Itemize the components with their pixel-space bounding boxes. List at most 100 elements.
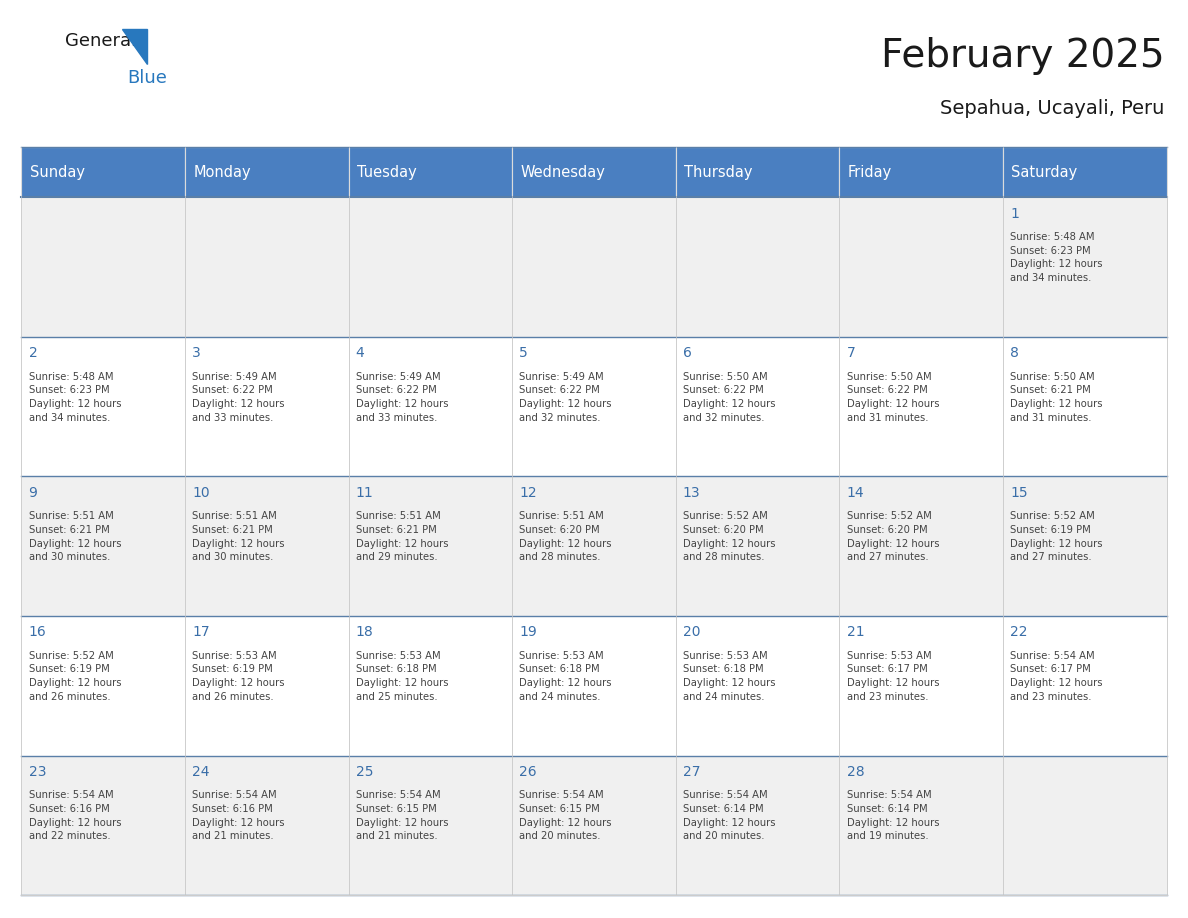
- Text: 13: 13: [683, 486, 701, 499]
- Bar: [1003, 756, 1167, 895]
- Bar: [1003, 337, 1167, 476]
- Text: Sunrise: 5:50 AM
Sunset: 6:21 PM
Daylight: 12 hours
and 31 minutes.: Sunrise: 5:50 AM Sunset: 6:21 PM Dayligh…: [1010, 372, 1102, 422]
- Text: 20: 20: [683, 625, 701, 639]
- Text: Sunrise: 5:54 AM
Sunset: 6:15 PM
Daylight: 12 hours
and 21 minutes.: Sunrise: 5:54 AM Sunset: 6:15 PM Dayligh…: [355, 790, 448, 841]
- Bar: [1003, 616, 1167, 756]
- Text: Monday: Monday: [194, 164, 251, 180]
- Bar: [348, 756, 512, 895]
- Bar: [1003, 197, 1167, 337]
- Bar: [512, 337, 676, 476]
- Bar: [1003, 147, 1167, 197]
- Text: Sunrise: 5:54 AM
Sunset: 6:17 PM
Daylight: 12 hours
and 23 minutes.: Sunrise: 5:54 AM Sunset: 6:17 PM Dayligh…: [1010, 651, 1102, 701]
- Text: 10: 10: [192, 486, 210, 499]
- Bar: [1003, 476, 1167, 616]
- Bar: [676, 197, 840, 337]
- Bar: [185, 197, 348, 337]
- Bar: [512, 147, 676, 197]
- Text: 19: 19: [519, 625, 537, 639]
- Text: 18: 18: [355, 625, 373, 639]
- Text: Blue: Blue: [127, 69, 168, 87]
- Bar: [512, 476, 676, 616]
- Text: Sunrise: 5:54 AM
Sunset: 6:14 PM
Daylight: 12 hours
and 20 minutes.: Sunrise: 5:54 AM Sunset: 6:14 PM Dayligh…: [683, 790, 776, 841]
- Bar: [840, 337, 1003, 476]
- Text: Sunrise: 5:54 AM
Sunset: 6:15 PM
Daylight: 12 hours
and 20 minutes.: Sunrise: 5:54 AM Sunset: 6:15 PM Dayligh…: [519, 790, 612, 841]
- Text: Sepahua, Ucayali, Peru: Sepahua, Ucayali, Peru: [940, 99, 1164, 118]
- Text: 17: 17: [192, 625, 210, 639]
- Text: 26: 26: [519, 765, 537, 778]
- Text: Tuesday: Tuesday: [356, 164, 417, 180]
- Text: 27: 27: [683, 765, 701, 778]
- Text: Sunrise: 5:48 AM
Sunset: 6:23 PM
Daylight: 12 hours
and 34 minutes.: Sunrise: 5:48 AM Sunset: 6:23 PM Dayligh…: [29, 372, 121, 422]
- Text: 24: 24: [192, 765, 209, 778]
- Text: Sunday: Sunday: [30, 164, 84, 180]
- Text: 15: 15: [1010, 486, 1028, 499]
- Text: 25: 25: [355, 765, 373, 778]
- Text: Sunrise: 5:54 AM
Sunset: 6:16 PM
Daylight: 12 hours
and 22 minutes.: Sunrise: 5:54 AM Sunset: 6:16 PM Dayligh…: [29, 790, 121, 841]
- Text: Sunrise: 5:53 AM
Sunset: 6:18 PM
Daylight: 12 hours
and 24 minutes.: Sunrise: 5:53 AM Sunset: 6:18 PM Dayligh…: [519, 651, 612, 701]
- Bar: [21, 337, 185, 476]
- Text: Sunrise: 5:53 AM
Sunset: 6:18 PM
Daylight: 12 hours
and 24 minutes.: Sunrise: 5:53 AM Sunset: 6:18 PM Dayligh…: [683, 651, 776, 701]
- Bar: [840, 197, 1003, 337]
- Bar: [21, 756, 185, 895]
- Bar: [21, 147, 185, 197]
- Text: Friday: Friday: [848, 164, 892, 180]
- Text: 4: 4: [355, 346, 365, 360]
- Bar: [185, 337, 348, 476]
- Bar: [840, 476, 1003, 616]
- Bar: [21, 197, 185, 337]
- Bar: [21, 616, 185, 756]
- Text: 7: 7: [847, 346, 855, 360]
- Bar: [185, 147, 348, 197]
- Bar: [676, 147, 840, 197]
- Bar: [348, 147, 512, 197]
- Text: 23: 23: [29, 765, 46, 778]
- Text: Sunrise: 5:52 AM
Sunset: 6:19 PM
Daylight: 12 hours
and 26 minutes.: Sunrise: 5:52 AM Sunset: 6:19 PM Dayligh…: [29, 651, 121, 701]
- Bar: [185, 756, 348, 895]
- Text: 16: 16: [29, 625, 46, 639]
- Text: Sunrise: 5:48 AM
Sunset: 6:23 PM
Daylight: 12 hours
and 34 minutes.: Sunrise: 5:48 AM Sunset: 6:23 PM Dayligh…: [1010, 232, 1102, 283]
- Text: 21: 21: [847, 625, 864, 639]
- Text: Sunrise: 5:52 AM
Sunset: 6:20 PM
Daylight: 12 hours
and 28 minutes.: Sunrise: 5:52 AM Sunset: 6:20 PM Dayligh…: [683, 511, 776, 562]
- Text: Sunrise: 5:50 AM
Sunset: 6:22 PM
Daylight: 12 hours
and 31 minutes.: Sunrise: 5:50 AM Sunset: 6:22 PM Dayligh…: [847, 372, 939, 422]
- Bar: [840, 147, 1003, 197]
- Bar: [512, 756, 676, 895]
- Bar: [21, 476, 185, 616]
- Text: 9: 9: [29, 486, 37, 499]
- Text: 5: 5: [519, 346, 529, 360]
- Text: Sunrise: 5:49 AM
Sunset: 6:22 PM
Daylight: 12 hours
and 33 minutes.: Sunrise: 5:49 AM Sunset: 6:22 PM Dayligh…: [192, 372, 285, 422]
- Text: Wednesday: Wednesday: [520, 164, 606, 180]
- Text: Sunrise: 5:49 AM
Sunset: 6:22 PM
Daylight: 12 hours
and 32 minutes.: Sunrise: 5:49 AM Sunset: 6:22 PM Dayligh…: [519, 372, 612, 422]
- Text: 28: 28: [847, 765, 864, 778]
- Text: Sunrise: 5:49 AM
Sunset: 6:22 PM
Daylight: 12 hours
and 33 minutes.: Sunrise: 5:49 AM Sunset: 6:22 PM Dayligh…: [355, 372, 448, 422]
- Text: Sunrise: 5:52 AM
Sunset: 6:20 PM
Daylight: 12 hours
and 27 minutes.: Sunrise: 5:52 AM Sunset: 6:20 PM Dayligh…: [847, 511, 939, 562]
- Bar: [676, 476, 840, 616]
- Text: General: General: [65, 32, 137, 50]
- Text: Sunrise: 5:53 AM
Sunset: 6:19 PM
Daylight: 12 hours
and 26 minutes.: Sunrise: 5:53 AM Sunset: 6:19 PM Dayligh…: [192, 651, 285, 701]
- Bar: [840, 756, 1003, 895]
- Text: Sunrise: 5:53 AM
Sunset: 6:17 PM
Daylight: 12 hours
and 23 minutes.: Sunrise: 5:53 AM Sunset: 6:17 PM Dayligh…: [847, 651, 939, 701]
- Bar: [512, 197, 676, 337]
- Text: Saturday: Saturday: [1011, 164, 1078, 180]
- Text: 2: 2: [29, 346, 37, 360]
- Text: Sunrise: 5:52 AM
Sunset: 6:19 PM
Daylight: 12 hours
and 27 minutes.: Sunrise: 5:52 AM Sunset: 6:19 PM Dayligh…: [1010, 511, 1102, 562]
- Text: 3: 3: [192, 346, 201, 360]
- Text: Sunrise: 5:51 AM
Sunset: 6:21 PM
Daylight: 12 hours
and 30 minutes.: Sunrise: 5:51 AM Sunset: 6:21 PM Dayligh…: [29, 511, 121, 562]
- Text: 1: 1: [1010, 207, 1019, 220]
- Bar: [348, 337, 512, 476]
- Text: Sunrise: 5:54 AM
Sunset: 6:14 PM
Daylight: 12 hours
and 19 minutes.: Sunrise: 5:54 AM Sunset: 6:14 PM Dayligh…: [847, 790, 939, 841]
- Text: Sunrise: 5:50 AM
Sunset: 6:22 PM
Daylight: 12 hours
and 32 minutes.: Sunrise: 5:50 AM Sunset: 6:22 PM Dayligh…: [683, 372, 776, 422]
- Text: Sunrise: 5:51 AM
Sunset: 6:21 PM
Daylight: 12 hours
and 29 minutes.: Sunrise: 5:51 AM Sunset: 6:21 PM Dayligh…: [355, 511, 448, 562]
- Bar: [676, 756, 840, 895]
- Bar: [348, 197, 512, 337]
- Text: February 2025: February 2025: [880, 37, 1164, 74]
- Text: 6: 6: [683, 346, 691, 360]
- Bar: [185, 476, 348, 616]
- Text: Thursday: Thursday: [684, 164, 753, 180]
- Bar: [676, 616, 840, 756]
- Text: 14: 14: [847, 486, 864, 499]
- Text: 12: 12: [519, 486, 537, 499]
- Bar: [348, 476, 512, 616]
- Text: 22: 22: [1010, 625, 1028, 639]
- Bar: [348, 616, 512, 756]
- Bar: [512, 616, 676, 756]
